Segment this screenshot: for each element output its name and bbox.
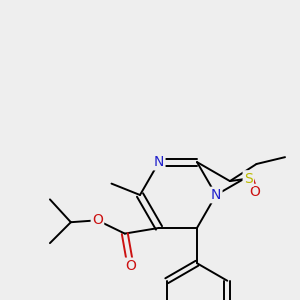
Text: O: O <box>125 259 136 273</box>
Text: O: O <box>249 185 260 199</box>
Text: O: O <box>92 213 103 227</box>
Text: N: N <box>211 188 221 202</box>
Text: N: N <box>154 155 164 169</box>
Text: S: S <box>244 172 253 185</box>
